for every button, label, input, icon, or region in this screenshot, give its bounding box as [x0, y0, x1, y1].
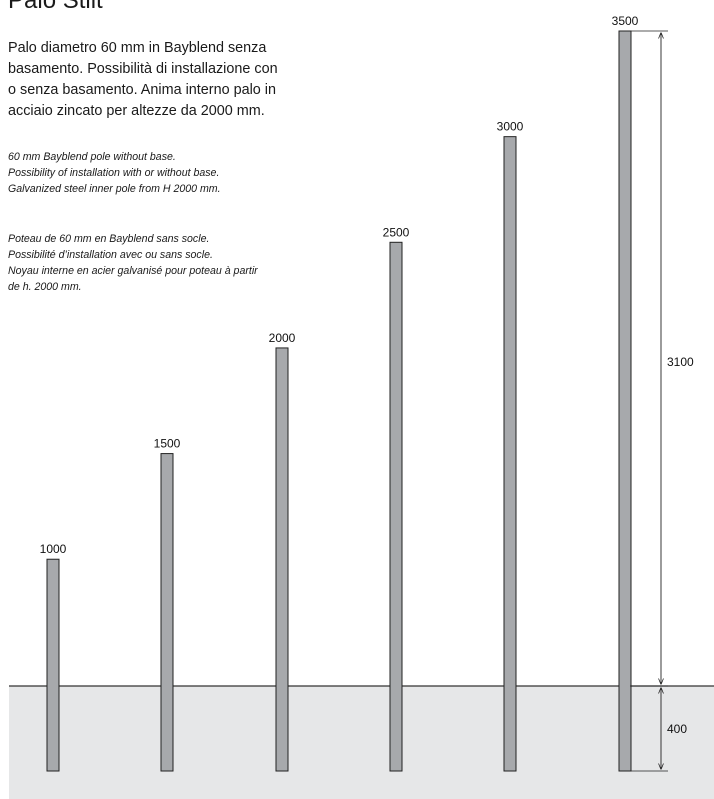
pole-height-label: 2500: [383, 225, 410, 239]
dimension-label-above-ground: 3100: [667, 355, 694, 369]
pole-height-label: 3500: [612, 14, 639, 28]
description-english: 60 mm Bayblend pole without base. Possib…: [8, 149, 328, 197]
ground-area: [9, 686, 714, 799]
description-french-line: Poteau de 60 mm en Bayblend sans socle.: [8, 233, 210, 245]
pole-1000: [46, 558, 60, 772]
description-italian-line: basamento. Possibilità di installazione …: [8, 61, 278, 77]
description-french-line: Noyau interne en acier galvanisé pour po…: [8, 265, 258, 277]
pole-height-label: 3000: [497, 120, 524, 134]
pole-2500: [389, 241, 403, 772]
description-french: Poteau de 60 mm en Bayblend sans socle. …: [8, 231, 328, 295]
page-title: Palo Stilt: [8, 0, 103, 14]
dimension-buried: 400: [630, 688, 687, 772]
description-italian-line: acciaio zincato per altezze da 2000 mm.: [8, 103, 265, 119]
description-french-line: Possibilité d’installation avec ou sans …: [8, 249, 213, 261]
description-english-line: Galvanized steel inner pole from H 2000 …: [8, 183, 221, 195]
pole-3500: [618, 30, 632, 772]
pole-1500: [160, 453, 174, 772]
pole-3000: [503, 136, 517, 772]
pole-2000: [275, 347, 289, 772]
pole-height-label: 1000: [40, 542, 67, 556]
description-english-line: Possibility of installation with or with…: [8, 167, 220, 179]
description-french-line: de h. 2000 mm.: [8, 281, 82, 293]
dimension-label-buried: 400: [667, 722, 687, 736]
pole-height-label: 1500: [154, 437, 181, 451]
pole-height-label: 2000: [269, 331, 296, 345]
description-italian-line: Palo diametro 60 mm in Bayblend senza: [8, 40, 267, 56]
dimension-above-ground: 3100: [630, 30, 694, 687]
description-italian-line: o senza basamento. Anima interno palo in: [8, 82, 276, 98]
description-italian: Palo diametro 60 mm in Bayblend senza ba…: [8, 38, 308, 122]
description-english-line: 60 mm Bayblend pole without base.: [8, 151, 176, 163]
poles-group: 1000 1500 2000 2500 3000 3500: [40, 14, 639, 772]
